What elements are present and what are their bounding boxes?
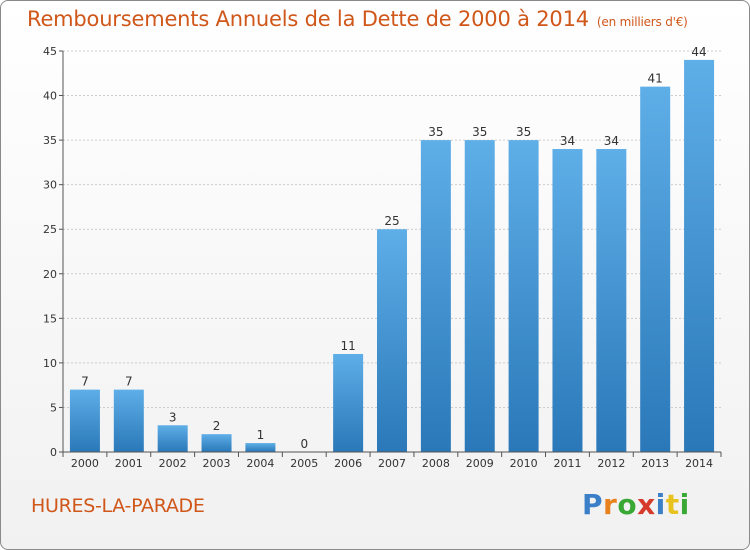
logo-letter: i	[679, 488, 690, 521]
data-label: 41	[648, 72, 663, 86]
bar	[201, 434, 232, 452]
data-label: 1	[257, 428, 265, 442]
bar	[377, 229, 407, 452]
commune-name: HURES-LA-PARADE	[31, 495, 205, 517]
y-tick-label: 5	[50, 401, 57, 414]
data-label: 35	[428, 125, 443, 139]
x-tick-label: 2005	[290, 457, 318, 470]
y-tick-label: 45	[43, 45, 57, 58]
bar	[508, 140, 539, 452]
y-tick-label: 20	[43, 268, 57, 281]
x-tick-label: 2001	[115, 457, 143, 470]
y-tick-label: 35	[43, 134, 57, 147]
logo-letter: o	[617, 488, 638, 521]
bar	[245, 443, 276, 452]
y-tick-label: 0	[50, 446, 57, 459]
x-tick-label: 2003	[203, 457, 231, 470]
labels: 0 5 10 15 20 25 30 35 40 45 7 2000 7 2001 3 2002 2 2003 1 2…	[43, 45, 713, 470]
y-tick-label: 15	[43, 312, 57, 325]
logo-letter: x	[637, 488, 656, 521]
bar	[596, 149, 627, 452]
bar	[640, 86, 671, 453]
proxiti-logo: Proxiti	[582, 488, 690, 521]
data-label: 34	[560, 134, 575, 148]
bar	[69, 389, 100, 452]
x-tick-label: 2000	[71, 457, 99, 470]
x-tick-label: 2006	[334, 457, 362, 470]
x-tick-label: 2012	[597, 457, 625, 470]
data-label: 7	[81, 375, 89, 389]
x-tick-label: 2011	[553, 457, 581, 470]
bar	[157, 425, 188, 452]
bar	[552, 149, 583, 452]
bar	[464, 140, 495, 452]
logo-letter: i	[655, 488, 666, 521]
y-tick-label: 25	[43, 223, 57, 236]
logo-letter: r	[603, 488, 618, 521]
axes	[59, 50, 722, 457]
data-label: 35	[472, 125, 487, 139]
chart-unit: (en milliers d'€)	[596, 15, 688, 29]
bars	[69, 59, 715, 453]
y-tick-label: 10	[43, 357, 57, 370]
bar	[333, 353, 364, 452]
bar	[113, 389, 144, 452]
x-tick-label: 2009	[466, 457, 494, 470]
data-label: 34	[604, 134, 619, 148]
y-tick-label: 40	[43, 90, 57, 103]
logo-letter: t	[665, 488, 680, 521]
chart-title: Remboursements Annuels de la Dette de 20…	[27, 7, 688, 31]
data-label: 25	[384, 214, 399, 228]
y-tick-label: 30	[43, 179, 57, 192]
x-tick-label: 2007	[378, 457, 406, 470]
bar	[420, 140, 451, 452]
data-label: 7	[125, 375, 133, 389]
x-tick-label: 2002	[159, 457, 187, 470]
data-label: 44	[691, 45, 706, 59]
data-label: 35	[516, 125, 531, 139]
data-label: 3	[169, 410, 177, 424]
x-tick-label: 2013	[641, 457, 669, 470]
logo-letter: P	[582, 488, 604, 521]
x-tick-label: 2008	[422, 457, 450, 470]
data-label: 0	[300, 437, 308, 451]
x-tick-label: 2004	[246, 457, 274, 470]
data-label: 11	[340, 339, 355, 353]
data-label: 2	[213, 419, 221, 433]
chart-title-text: Remboursements Annuels de la Dette de 20…	[27, 7, 589, 31]
x-tick-label: 2014	[685, 457, 713, 470]
bar	[684, 59, 715, 453]
x-tick-label: 2010	[510, 457, 538, 470]
